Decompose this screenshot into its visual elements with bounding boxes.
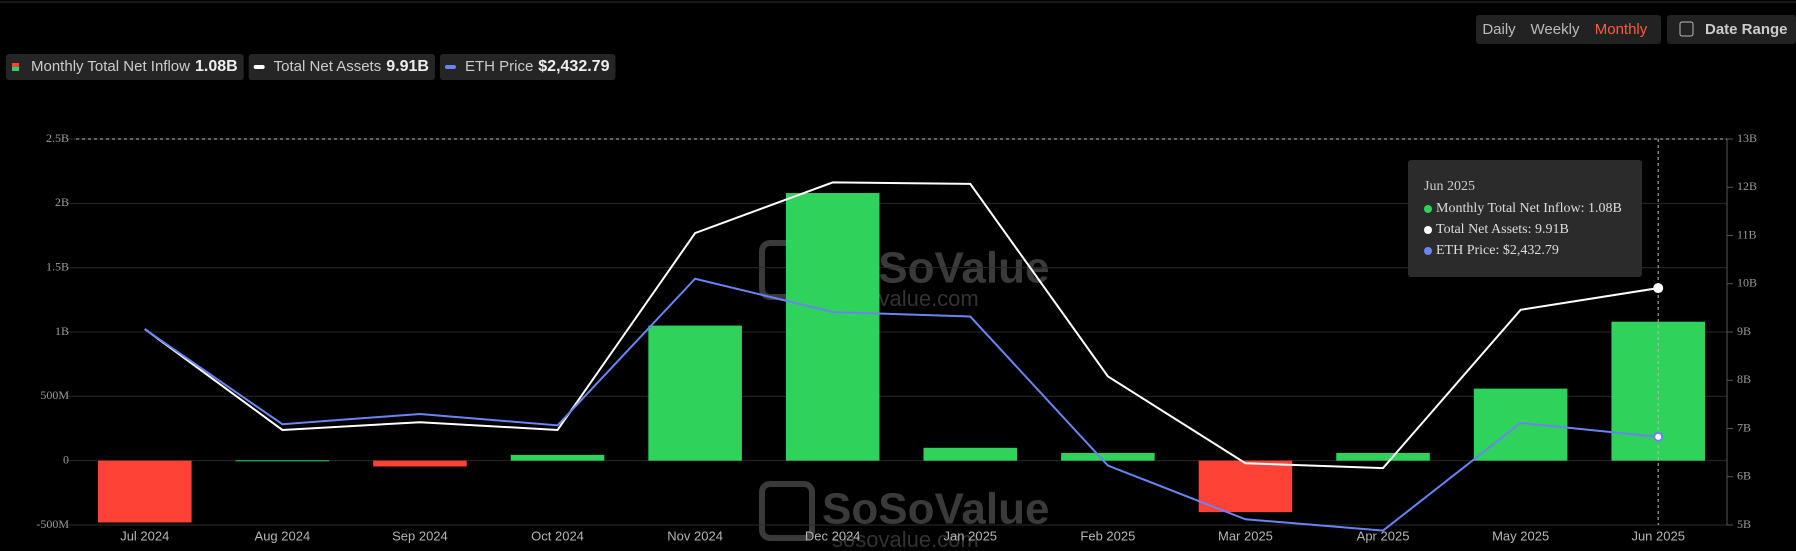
bar bbox=[648, 325, 742, 461]
hover-point bbox=[1653, 283, 1664, 294]
y2-tick-label: 13B bbox=[1737, 131, 1757, 145]
x-tick-label: Oct 2024 bbox=[531, 528, 584, 543]
tooltip-dot bbox=[1424, 247, 1432, 255]
hover-point bbox=[1653, 431, 1664, 442]
date-range-button[interactable] bbox=[1667, 15, 1796, 44]
y2-tick-label: 10B bbox=[1737, 276, 1757, 290]
y-tick-label: 2B bbox=[55, 195, 69, 209]
bar bbox=[1198, 460, 1293, 513]
date-range-label[interactable]: Date Range bbox=[1705, 21, 1788, 38]
bar bbox=[373, 460, 467, 467]
legend-chip[interactable]: Total Net Assets 9.91B bbox=[248, 54, 435, 80]
bar bbox=[1473, 388, 1568, 461]
x-tick-label: Mar 2025 bbox=[1218, 528, 1273, 543]
bar bbox=[923, 447, 1018, 461]
legend-name: ETH Price bbox=[465, 58, 533, 75]
y2-tick-label: 5B bbox=[1737, 517, 1751, 531]
legend-chip[interactable]: Monthly Total Net Inflow 1.08B bbox=[6, 54, 244, 80]
x-tick-label: Nov 2024 bbox=[667, 528, 723, 543]
legend-name: Total Net Assets bbox=[274, 58, 382, 75]
legend-chip-bg bbox=[248, 54, 435, 80]
legend-chip-bg bbox=[6, 54, 244, 80]
period-button[interactable]: Weekly bbox=[1531, 21, 1580, 38]
y2-tick-label: 6B bbox=[1737, 469, 1751, 483]
y2-tick-label: 8B bbox=[1737, 372, 1751, 386]
tooltip-bg bbox=[1408, 160, 1642, 277]
x-tick-label: Dec 2024 bbox=[805, 528, 861, 543]
y2-tick-label: 7B bbox=[1737, 420, 1751, 434]
y-tick-label: 2.5B bbox=[46, 131, 69, 145]
legend-swatch bbox=[12, 67, 19, 71]
y-tick-label: 1.5B bbox=[46, 259, 69, 273]
period-button[interactable]: Daily bbox=[1482, 21, 1516, 38]
y-tick-label: 500M bbox=[40, 388, 69, 402]
marks bbox=[76, 138, 1727, 532]
tooltip-line: Monthly Total Net Inflow: 1.08B bbox=[1436, 201, 1622, 216]
legend-name: Monthly Total Net Inflow bbox=[31, 58, 190, 75]
calendar-icon bbox=[1679, 21, 1694, 37]
tooltip-dot bbox=[1424, 205, 1432, 213]
y2-tick-label: 12B bbox=[1737, 179, 1757, 193]
x-tick-label: May 2025 bbox=[1492, 528, 1549, 543]
bar bbox=[510, 454, 605, 461]
bar bbox=[1061, 452, 1155, 461]
x-tick-label: Jan 2025 bbox=[944, 528, 998, 543]
bar bbox=[785, 193, 880, 461]
period-button[interactable]: Monthly bbox=[1595, 21, 1648, 38]
legend-value: $2,432.79 bbox=[538, 58, 609, 75]
x-tick-label: Jul 2024 bbox=[120, 528, 169, 543]
y2-tick-label: 9B bbox=[1737, 324, 1751, 338]
legend-swatch bbox=[444, 65, 456, 69]
ui: Daily Weekly Monthly Date Range Monthly Tota… bbox=[6, 15, 1796, 277]
x-tick-label: Jun 2025 bbox=[1631, 528, 1685, 543]
y-tick-label: -500M bbox=[36, 517, 69, 531]
line bbox=[144, 181, 1659, 470]
x-tick-label: Feb 2025 bbox=[1080, 528, 1135, 543]
watermark-logo bbox=[759, 481, 815, 541]
watermark-site: sosovalue.com bbox=[832, 527, 979, 551]
tooltip-title: Jun 2025 bbox=[1424, 179, 1475, 194]
y-tick-label: 1B bbox=[55, 324, 69, 338]
legend-swatch bbox=[253, 65, 265, 69]
tooltip-line: ETH Price: $2,432.79 bbox=[1436, 243, 1559, 258]
legend-value: 1.08B bbox=[195, 58, 238, 75]
x-tick-label: Apr 2025 bbox=[1357, 528, 1410, 543]
y2-tick-label: 11B bbox=[1737, 227, 1757, 241]
x-tick-label: Sep 2024 bbox=[392, 528, 448, 543]
line bbox=[144, 277, 1659, 532]
bar bbox=[1336, 452, 1430, 461]
y-tick-label: 0 bbox=[63, 452, 69, 466]
legend-chip[interactable]: ETH Price $2,432.79 bbox=[439, 54, 616, 80]
legend-value: 9.91B bbox=[386, 58, 429, 75]
tooltip-dot bbox=[1424, 226, 1432, 234]
legend-swatch bbox=[12, 63, 19, 67]
period-switch bbox=[1476, 15, 1661, 44]
x-tick-label: Aug 2024 bbox=[255, 528, 311, 543]
tooltip-line: Total Net Assets: 9.91B bbox=[1436, 222, 1569, 237]
bar bbox=[98, 460, 192, 523]
legend-chip-bg bbox=[439, 54, 616, 80]
bar bbox=[235, 460, 330, 462]
